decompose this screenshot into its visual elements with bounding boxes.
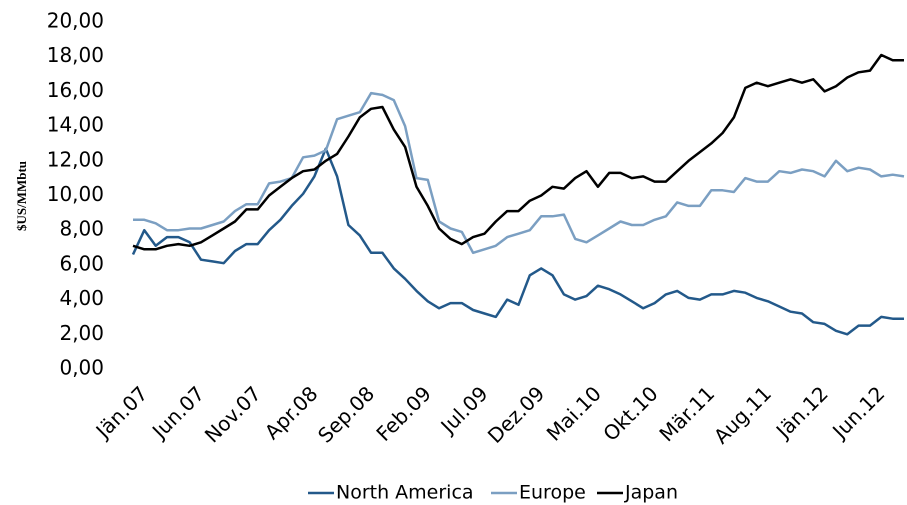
- series-line: [133, 91, 905, 255]
- legend-label: Europe: [519, 482, 586, 504]
- legend-label: North America: [336, 482, 474, 504]
- x-tick-label: Mär.11: [654, 381, 719, 446]
- x-tick-label: Nov.07: [200, 381, 266, 447]
- x-tick-label: Aug.11: [709, 381, 776, 448]
- series-line: [131, 147, 904, 336]
- y-tick-label: 2,00: [59, 321, 104, 345]
- y-tick-label: 18,00: [47, 43, 104, 67]
- x-tick-label: Sep.08: [313, 381, 379, 447]
- y-tick-label: 8,00: [59, 217, 104, 241]
- x-tick-label: Feb.09: [371, 381, 436, 446]
- y-axis-label: $US/MMbtu: [14, 161, 29, 231]
- x-tick-label: Jän.12: [770, 381, 833, 444]
- x-tick-label: Jun.12: [826, 381, 889, 444]
- y-tick-label: 20,00: [47, 9, 104, 33]
- x-tick-label: Okt.10: [598, 381, 662, 445]
- x-tick-label: Apr.08: [260, 381, 323, 444]
- y-tick-label: 10,00: [47, 182, 104, 206]
- series-line: [132, 53, 904, 251]
- y-tick-label: 0,00: [59, 356, 104, 380]
- legend-label: Japan: [624, 482, 678, 504]
- y-tick-label: 12,00: [47, 147, 104, 171]
- y-tick-label: 14,00: [47, 113, 104, 137]
- y-tick-label: 16,00: [47, 78, 104, 102]
- x-tick-label: Mai.10: [542, 381, 606, 445]
- y-tick-label: 6,00: [59, 251, 104, 275]
- x-tick-label: Dez.09: [483, 381, 549, 447]
- y-tick-label: 4,00: [59, 286, 104, 310]
- x-tick-label: Jun.07: [146, 381, 209, 444]
- x-tick-label: Jän.07: [90, 381, 153, 444]
